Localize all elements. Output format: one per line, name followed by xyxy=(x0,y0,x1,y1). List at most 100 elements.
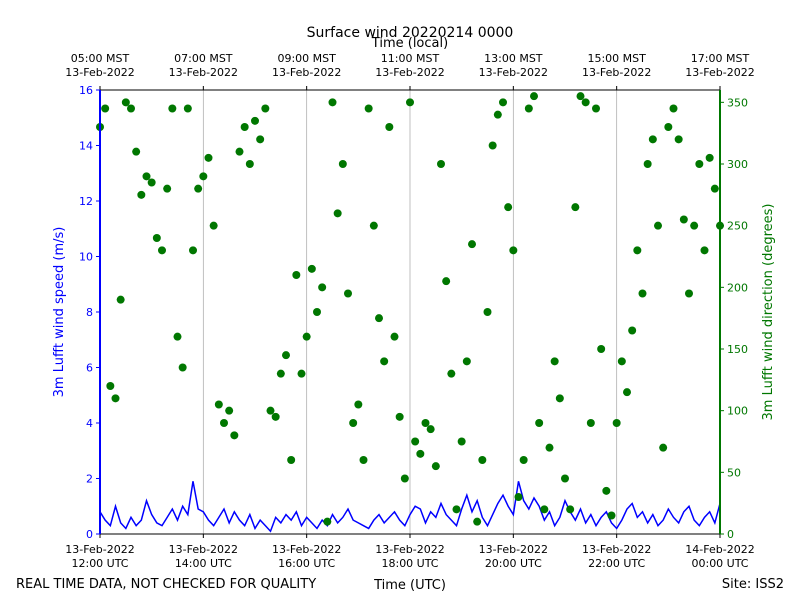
direction-point xyxy=(328,98,337,107)
direction-point xyxy=(292,271,301,279)
site-label: Site: ISS2 xyxy=(722,577,784,592)
direction-point xyxy=(561,474,569,483)
y-tick-label: 6 xyxy=(86,362,93,375)
direction-point xyxy=(509,246,518,255)
y-tick-label: 10 xyxy=(79,251,93,264)
direction-point xyxy=(535,419,544,427)
direction-point xyxy=(163,184,172,193)
y-tick-label: 12 xyxy=(79,195,93,208)
direction-point xyxy=(592,104,600,113)
direction-point xyxy=(571,203,580,212)
footer-note: REAL TIME DATA, NOT CHECKED FOR QUALITY xyxy=(16,577,316,592)
x2-tick-label: 13:00 MST 13-Feb-2022 xyxy=(479,52,548,79)
y-tick-label: 14 xyxy=(79,140,93,153)
direction-point xyxy=(643,160,652,168)
y-tick-label: 2 xyxy=(86,473,93,486)
direction-point xyxy=(478,456,487,464)
y2-tick-label: 250 xyxy=(727,220,748,233)
direction-point xyxy=(457,437,466,446)
y-tick-label: 0 xyxy=(86,528,93,541)
x2-axis-label: Time (local) xyxy=(371,36,448,51)
direction-point xyxy=(158,246,166,255)
direction-point xyxy=(493,110,502,119)
direction-point xyxy=(654,221,662,230)
y2-tick-label: 300 xyxy=(727,158,748,171)
direction-point xyxy=(576,92,585,101)
direction-point xyxy=(628,326,637,335)
x-axis-label: Time (UTC) xyxy=(373,578,446,593)
direction-point xyxy=(514,493,523,501)
direction-point xyxy=(411,437,420,446)
direction-point xyxy=(142,172,151,181)
direction-point xyxy=(276,369,285,378)
direction-point xyxy=(710,184,719,193)
direction-point xyxy=(297,369,306,378)
direction-point xyxy=(431,462,440,471)
direction-point xyxy=(333,209,342,218)
direction-point xyxy=(137,190,146,199)
direction-point xyxy=(685,289,693,298)
direction-point xyxy=(442,277,451,286)
direction-point xyxy=(178,363,187,372)
x-tick-label: 13-Feb-2022 18:00 UTC xyxy=(375,543,444,570)
direction-point xyxy=(700,246,709,255)
direction-point xyxy=(385,123,394,131)
direction-point xyxy=(307,264,316,273)
direction-point xyxy=(659,443,668,452)
direction-point xyxy=(524,104,533,113)
direction-point xyxy=(173,332,182,341)
direction-point xyxy=(235,147,244,156)
direction-point xyxy=(271,412,280,421)
direction-point xyxy=(648,135,657,144)
x-tick-label: 13-Feb-2022 14:00 UTC xyxy=(169,543,238,570)
direction-point xyxy=(602,486,611,495)
x-tick-label: 13-Feb-2022 20:00 UTC xyxy=(479,543,548,570)
direction-point xyxy=(318,283,327,292)
direction-point xyxy=(447,369,456,378)
direction-point xyxy=(705,153,714,162)
direction-point xyxy=(545,443,554,452)
direction-point xyxy=(101,104,110,113)
direction-point xyxy=(230,431,239,440)
direction-point xyxy=(452,505,461,514)
direction-point xyxy=(426,425,435,434)
direction-point xyxy=(220,419,228,427)
direction-point xyxy=(617,357,626,366)
direction-point xyxy=(245,160,254,168)
x2-tick-label: 05:00 MST 13-Feb-2022 xyxy=(65,52,134,79)
direction-point xyxy=(199,172,208,181)
y2-tick-label: 50 xyxy=(727,466,741,479)
x2-tick-label: 15:00 MST 13-Feb-2022 xyxy=(582,52,651,79)
direction-point xyxy=(240,123,249,131)
direction-point xyxy=(152,234,161,242)
x-tick-label: 13-Feb-2022 22:00 UTC xyxy=(582,543,651,570)
direction-point xyxy=(421,419,430,427)
direction-point xyxy=(338,160,347,168)
y2-tick-label: 0 xyxy=(727,528,734,541)
direction-point xyxy=(209,221,218,230)
direction-point xyxy=(214,400,223,409)
y2-tick-label: 200 xyxy=(727,281,748,294)
direction-point xyxy=(437,160,445,168)
direction-point xyxy=(468,240,476,249)
direction-point xyxy=(111,394,120,403)
direction-point xyxy=(359,456,368,464)
y2-axis-label: 3m Lufft wind direction (degrees) xyxy=(761,204,776,421)
direction-point xyxy=(282,351,290,360)
direction-point xyxy=(364,104,373,113)
y-tick-label: 8 xyxy=(86,306,93,319)
y-axis-label: 3m Lufft wind speed (m/s) xyxy=(52,227,67,398)
direction-point xyxy=(349,419,358,427)
x2-tick-label: 17:00 MST 13-Feb-2022 xyxy=(685,52,754,79)
direction-point xyxy=(519,456,528,464)
direction-point xyxy=(323,517,332,526)
speed-line xyxy=(99,481,721,533)
x2-tick-label: 11:00 MST 13-Feb-2022 xyxy=(375,52,444,79)
direction-point xyxy=(127,104,135,113)
direction-point xyxy=(669,104,678,113)
x2-tick-label: 07:00 MST 13-Feb-2022 xyxy=(169,52,238,79)
direction-point xyxy=(183,104,192,113)
direction-point xyxy=(266,406,275,415)
y-tick-label: 4 xyxy=(86,417,93,430)
direction-point xyxy=(132,147,141,156)
